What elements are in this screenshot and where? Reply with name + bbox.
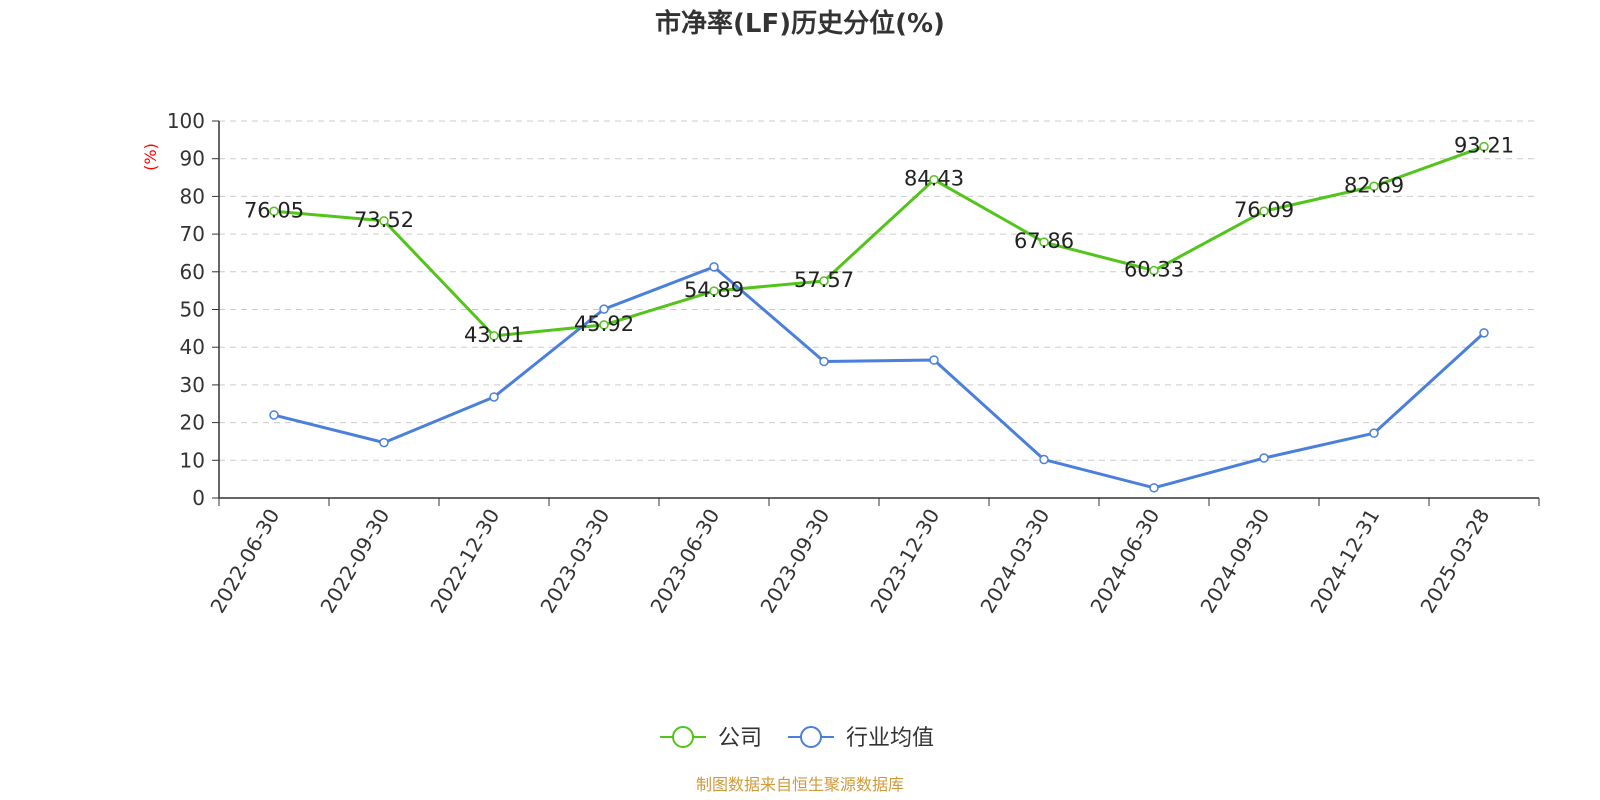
data-label: 57.57 — [794, 268, 854, 292]
data-labels: 76.05 73.52 43.01 45.92 54.89 57.57 84.43 67.86… — [244, 134, 1514, 347]
data-point — [269, 410, 279, 420]
data-point — [1479, 141, 1489, 152]
y-tick-label: 90 — [180, 147, 205, 171]
x-tick-label: 2023-09-30 — [755, 505, 834, 618]
data-point — [1039, 237, 1049, 247]
data-label: 43.01 — [464, 323, 524, 347]
data-point — [269, 206, 279, 217]
x-tick-label: 2023-12-30 — [865, 505, 944, 618]
source-note: 制图数据来自恒生聚源数据库 — [696, 775, 904, 794]
x-tick-label: 2024-06-30 — [1085, 505, 1164, 618]
data-point — [1259, 453, 1269, 463]
data-point — [1149, 483, 1159, 493]
data-point — [599, 304, 609, 314]
data-point — [929, 355, 939, 365]
data-point — [709, 262, 719, 272]
data-point — [1039, 454, 1049, 465]
x-tick-label: 2022-09-30 — [315, 505, 394, 618]
data-label: 45.92 — [574, 312, 634, 336]
data-label: 60.33 — [1124, 258, 1184, 282]
x-tick-label: 2025-03-28 — [1415, 505, 1494, 618]
x-tick-label: 2024-12-31 — [1305, 505, 1384, 618]
data-label: 82.69 — [1344, 173, 1404, 197]
series-layer — [269, 141, 1489, 493]
legend-company-label: 公司 — [718, 726, 762, 751]
y-tick-label: 100 — [167, 109, 205, 133]
y-axis-unit: (%) — [141, 143, 160, 171]
x-tick-label: 2022-12-30 — [425, 505, 504, 618]
y-tick-label: 40 — [180, 335, 205, 359]
data-label: 73.52 — [354, 208, 414, 232]
legend-item-industry[interactable]: 行业均值 — [788, 726, 934, 751]
data-point — [1259, 206, 1269, 216]
y-tick-label: 0 — [192, 486, 205, 510]
data-point — [379, 437, 389, 448]
y-tick-label: 70 — [180, 222, 205, 246]
data-point — [1479, 328, 1489, 338]
y-tick-label: 80 — [180, 184, 205, 208]
series-line-0 — [273, 145, 1485, 338]
legend-industry-marker — [800, 726, 822, 748]
data-point — [489, 331, 499, 341]
data-point — [1369, 428, 1379, 438]
data-point — [819, 276, 829, 286]
data-label: 84.43 — [904, 167, 964, 191]
data-point — [709, 286, 719, 296]
data-point — [489, 392, 499, 402]
x-tick-label: 2024-09-30 — [1195, 505, 1274, 618]
x-tick-label: 2022-06-30 — [205, 505, 284, 618]
legend-item-company[interactable]: 公司 — [660, 726, 762, 751]
x-tick-label: 2023-06-30 — [645, 505, 724, 618]
data-label: 54.89 — [684, 278, 744, 302]
data-label: 67.86 — [1014, 229, 1074, 253]
data-point — [1149, 265, 1159, 276]
data-point — [599, 320, 609, 330]
legend-company-marker — [672, 726, 694, 748]
legend[interactable]: 公司 行业均值 — [660, 726, 934, 751]
y-axis: 0 10 20 30 40 50 60 70 80 90 100 — [167, 109, 220, 510]
chart-title: 市净率(LF)历史分位(%) — [655, 8, 945, 39]
x-axis: 2022-06-30 2022-09-30 2022-12-30 2023-03-30… — [205, 497, 1540, 618]
data-point — [819, 356, 829, 367]
x-tick-label: 2023-03-30 — [535, 505, 614, 618]
y-tick-label: 10 — [180, 448, 205, 472]
legend-industry-label: 行业均值 — [846, 726, 934, 751]
y-tick-label: 60 — [180, 260, 205, 284]
data-label: 76.05 — [244, 198, 304, 222]
y-tick-label: 20 — [180, 411, 205, 435]
data-point — [379, 216, 389, 226]
data-point — [929, 174, 939, 185]
data-label: 93.21 — [1454, 134, 1514, 158]
y-tick-label: 30 — [180, 373, 205, 397]
data-point — [1369, 181, 1379, 192]
data-label: 76.09 — [1234, 198, 1294, 222]
grid-lines — [219, 120, 1539, 461]
x-tick-label: 2024-03-30 — [975, 505, 1054, 618]
y-tick-label: 50 — [180, 298, 205, 322]
series-line-1 — [273, 265, 1486, 490]
